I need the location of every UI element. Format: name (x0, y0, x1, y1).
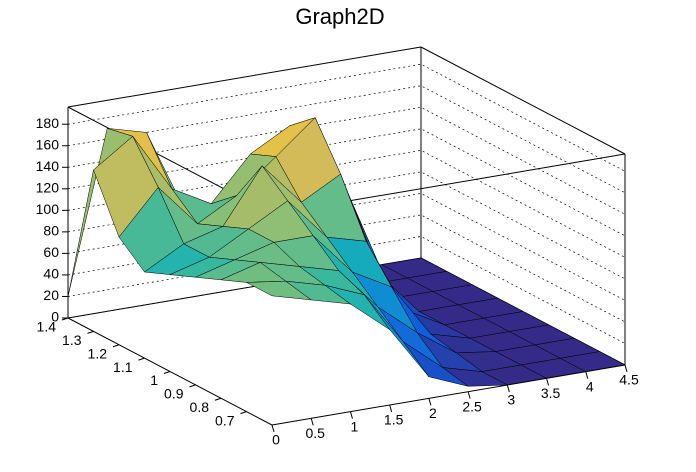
tick-mark (585, 371, 589, 379)
grid-line (67, 85, 626, 194)
x-tick-label: 3.5 (541, 385, 561, 401)
tick-mark (214, 397, 222, 401)
grid-line (67, 149, 626, 258)
grid-line (67, 106, 626, 215)
tick-mark (389, 404, 393, 413)
y-tick-label: 0.9 (164, 386, 184, 402)
y-tick-label: 1.2 (88, 345, 108, 361)
x-tick-label: 0 (272, 432, 280, 448)
y-tick-label: 1 (150, 372, 158, 388)
tick-mark (87, 330, 94, 334)
y-tick-label: 0.8 (190, 399, 210, 415)
grid-line (67, 63, 626, 172)
grid-line (67, 236, 626, 344)
tick-mark (112, 344, 120, 348)
z-tick-label: 40 (43, 266, 59, 282)
tick-mark (138, 357, 145, 361)
x-tick-label: 2 (429, 405, 437, 421)
z-tick-label: 160 (36, 136, 60, 152)
x-tick-label: 3 (507, 392, 515, 408)
x-tick-label: 4 (586, 378, 594, 394)
tick-mark (467, 391, 471, 399)
z-tick-label: 100 (36, 201, 60, 217)
grid-line (67, 171, 626, 280)
tick-mark (310, 418, 314, 426)
grid-line (67, 214, 626, 323)
x-tick-label: 4.5 (619, 372, 639, 388)
tick-mark (163, 371, 171, 374)
grid-line (67, 128, 626, 237)
tick-mark (506, 384, 510, 393)
x-tick-label: 1 (351, 418, 359, 434)
tick-mark (349, 411, 353, 419)
x-tick-label: 2.5 (462, 398, 482, 414)
x-tick-label: 1.5 (384, 412, 404, 428)
tick-mark (240, 411, 247, 415)
tick-mark (546, 378, 550, 386)
tick-mark (61, 317, 69, 321)
tick-mark (189, 384, 196, 388)
y-tick-label: 1.3 (62, 332, 82, 348)
y-tick-label: 0.7 (215, 412, 235, 428)
surface-cell (245, 280, 313, 301)
tick-mark (428, 398, 432, 406)
z-tick-label: 140 (36, 158, 60, 174)
z-tick-label: 60 (43, 244, 59, 260)
tick-mark (624, 364, 628, 373)
z-tick-label: 20 (43, 287, 59, 303)
box-edge (67, 46, 422, 108)
x-axis (271, 364, 626, 426)
tick-mark (271, 424, 275, 433)
y-tick-label: 1.1 (113, 359, 133, 375)
z-tick-label: 180 (36, 115, 60, 131)
grid-line (67, 193, 626, 301)
x-tick-label: 0.5 (305, 425, 325, 441)
z-tick-label: 120 (36, 180, 60, 196)
y-tick-label: 1.4 (37, 319, 57, 335)
z-tick-label: 0 (51, 309, 59, 325)
box-edge (420, 46, 626, 155)
chart-title: Graph2D (295, 4, 384, 29)
z-tick-label: 80 (43, 223, 59, 239)
